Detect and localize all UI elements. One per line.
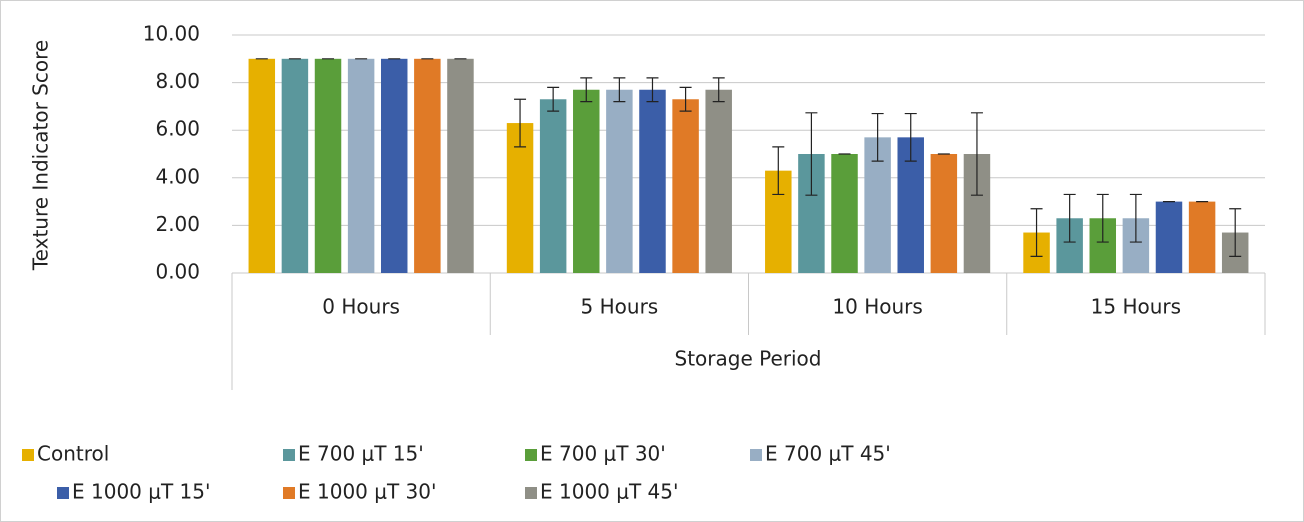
error-bar bbox=[772, 146, 785, 196]
bar bbox=[314, 58, 342, 273]
legend-swatch bbox=[283, 449, 295, 461]
legend-swatch bbox=[57, 487, 69, 499]
error-bar bbox=[904, 112, 917, 162]
error-bar bbox=[646, 77, 659, 103]
legend-swatch bbox=[283, 487, 295, 499]
error-bar bbox=[712, 77, 725, 103]
bar bbox=[573, 89, 600, 274]
bar bbox=[380, 58, 408, 273]
error-bar bbox=[1229, 208, 1242, 257]
y-axis-label: Texture Indicator Score bbox=[29, 40, 53, 271]
legend-label: Control bbox=[37, 442, 109, 466]
error-bar bbox=[1063, 193, 1076, 243]
bar bbox=[705, 89, 732, 274]
x-axis-label: Storage Period bbox=[675, 347, 822, 371]
y-tick-label: 6.00 bbox=[155, 117, 200, 141]
error-bar bbox=[547, 86, 560, 112]
error-bar bbox=[613, 77, 626, 103]
bar bbox=[347, 58, 375, 273]
legend-label: E 700 μT 15' bbox=[298, 442, 424, 466]
x-tick-label: 0 Hours bbox=[322, 295, 400, 319]
bar bbox=[1155, 201, 1183, 273]
error-bar bbox=[679, 86, 692, 112]
bar bbox=[248, 58, 276, 273]
y-tick-label: 10.00 bbox=[143, 22, 200, 46]
error-bar bbox=[871, 112, 884, 162]
x-tick-label: 5 Hours bbox=[581, 295, 659, 319]
error-bar bbox=[805, 112, 818, 196]
y-tick-label: 4.00 bbox=[155, 164, 200, 188]
error-bar bbox=[580, 77, 593, 103]
bar bbox=[606, 89, 633, 274]
bar bbox=[639, 89, 666, 274]
error-bar bbox=[1096, 193, 1109, 243]
x-tick-label: 10 Hours bbox=[832, 295, 922, 319]
error-bar bbox=[514, 98, 527, 148]
bar bbox=[447, 58, 474, 273]
legend-label: E 1000 μT 45' bbox=[540, 480, 679, 504]
bar bbox=[539, 99, 567, 273]
y-tick-label: 0.00 bbox=[155, 260, 200, 284]
bar bbox=[506, 123, 534, 273]
bar bbox=[930, 154, 958, 273]
legend-swatch bbox=[525, 487, 537, 499]
legend-label: E 1000 μT 15' bbox=[72, 480, 211, 504]
legend-label: E 1000 μT 30' bbox=[298, 480, 437, 504]
legend-swatch bbox=[525, 449, 537, 461]
legend-label: E 700 μT 30' bbox=[540, 442, 666, 466]
legend-swatch bbox=[22, 449, 34, 461]
error-bar bbox=[1129, 193, 1142, 243]
legend-swatch bbox=[750, 449, 762, 461]
bar bbox=[672, 99, 699, 273]
error-bar bbox=[970, 112, 983, 196]
bar bbox=[414, 58, 441, 273]
y-tick-label: 2.00 bbox=[155, 212, 200, 236]
x-tick-label: 15 Hours bbox=[1091, 295, 1181, 319]
legend-label: E 700 μT 45' bbox=[765, 442, 891, 466]
y-tick-label: 8.00 bbox=[155, 69, 200, 93]
bar bbox=[281, 58, 309, 273]
bar bbox=[831, 154, 858, 273]
bar bbox=[1188, 201, 1216, 273]
error-bar bbox=[1030, 208, 1043, 257]
